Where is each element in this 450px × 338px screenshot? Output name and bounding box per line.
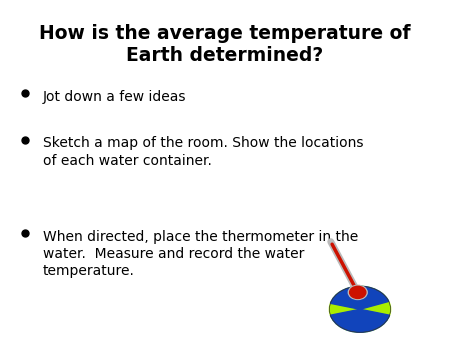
Text: When directed, place the thermometer in the
water.  Measure and record the water: When directed, place the thermometer in … bbox=[43, 230, 358, 278]
Text: How is the average temperature of
Earth determined?: How is the average temperature of Earth … bbox=[39, 24, 411, 66]
Wedge shape bbox=[330, 286, 389, 309]
Circle shape bbox=[348, 285, 367, 299]
Wedge shape bbox=[330, 309, 390, 332]
Circle shape bbox=[329, 286, 391, 332]
Circle shape bbox=[350, 286, 366, 298]
Text: Jot down a few ideas: Jot down a few ideas bbox=[43, 90, 186, 103]
Text: Sketch a map of the room. Show the locations
of each water container.: Sketch a map of the room. Show the locat… bbox=[43, 136, 363, 168]
